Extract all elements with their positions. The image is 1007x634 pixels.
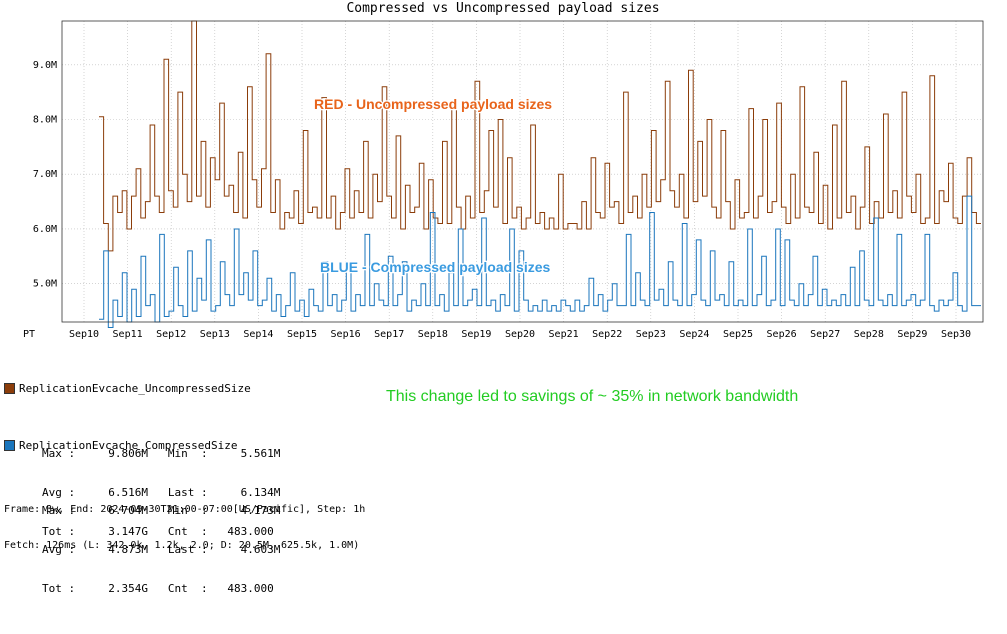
- x-tick-label: Sep16: [331, 329, 361, 340]
- series-line-uncompressed: [99, 20, 981, 252]
- y-tick-label: 8.0M: [33, 115, 57, 126]
- legend-stat-line: Max : 9.806M Min : 5.561M: [42, 447, 281, 460]
- x-tick-label: Sep26: [767, 329, 797, 340]
- chart-grid: [62, 21, 983, 322]
- legend-series-name: ReplicationEvcache_UncompressedSize: [19, 382, 251, 395]
- x-tick-label: Sep17: [374, 329, 404, 340]
- x-tick-label: Sep12: [156, 329, 186, 340]
- savings-note: This change led to savings of ~ 35% in n…: [386, 388, 799, 405]
- timezone-label: PT: [23, 329, 35, 340]
- legend-swatch-compressed: [4, 440, 15, 451]
- legend-swatch-uncompressed: [4, 383, 15, 394]
- x-tick-label: Sep28: [854, 329, 884, 340]
- y-axis-ticks: 9.0M 8.0M 7.0M 6.0M 5.0M: [33, 60, 57, 290]
- legend-stat-line: Avg : 6.516M Last : 6.134M: [42, 486, 281, 499]
- x-tick-label: Sep11: [113, 329, 143, 340]
- x-tick-label: Sep24: [679, 329, 709, 340]
- y-tick-label: 6.0M: [33, 224, 57, 235]
- x-tick-label: Sep30: [941, 329, 971, 340]
- x-tick-label: Sep14: [243, 329, 273, 340]
- x-tick-label: Sep13: [200, 329, 230, 340]
- series-line-compressed: [99, 195, 981, 328]
- legend-stat-line: Tot : 2.354G Cnt : 483.000: [42, 582, 274, 595]
- x-tick-label: Sep18: [418, 329, 448, 340]
- footer: Frame: 3w, End: 2024-09-30T21:00-07:00[U…: [4, 480, 365, 564]
- x-tick-label: Sep20: [505, 329, 535, 340]
- x-tick-label: Sep10: [69, 329, 99, 340]
- x-tick-label: Sep22: [592, 329, 622, 340]
- chart-title: Compressed vs Uncompressed payload sizes: [346, 1, 659, 16]
- y-tick-label: 9.0M: [33, 60, 57, 71]
- x-axis-ticks: Sep10 Sep11 Sep12 Sep13 Sep14 Sep15 Sep16 Sep17…: [69, 329, 971, 340]
- annotation-compressed: BLUE - Compressed payload sizes: [320, 259, 551, 275]
- x-tick-label: Sep27: [810, 329, 840, 340]
- footer-fetch: Fetch: 126ms (L: 342.0k, 1.2k, 2.0; D: 2…: [4, 540, 360, 551]
- x-tick-label: Sep19: [461, 329, 491, 340]
- legend-series-name: ReplicationEvcache_CompressedSize: [19, 439, 238, 452]
- y-tick-label: 5.0M: [33, 279, 57, 290]
- chart: Compressed vs Uncompressed payload sizes…: [23, 1, 984, 340]
- chart-series: [99, 20, 981, 328]
- y-tick-label: 7.0M: [33, 169, 57, 180]
- plot-frame: [61, 20, 984, 323]
- x-tick-label: Sep23: [636, 329, 666, 340]
- annotation-uncompressed: RED - Uncompressed payload sizes: [314, 96, 552, 112]
- x-tick-label: Sep29: [897, 329, 927, 340]
- x-tick-label: Sep21: [549, 329, 579, 340]
- x-tick-label: Sep25: [723, 329, 753, 340]
- x-tick-label: Sep15: [287, 329, 317, 340]
